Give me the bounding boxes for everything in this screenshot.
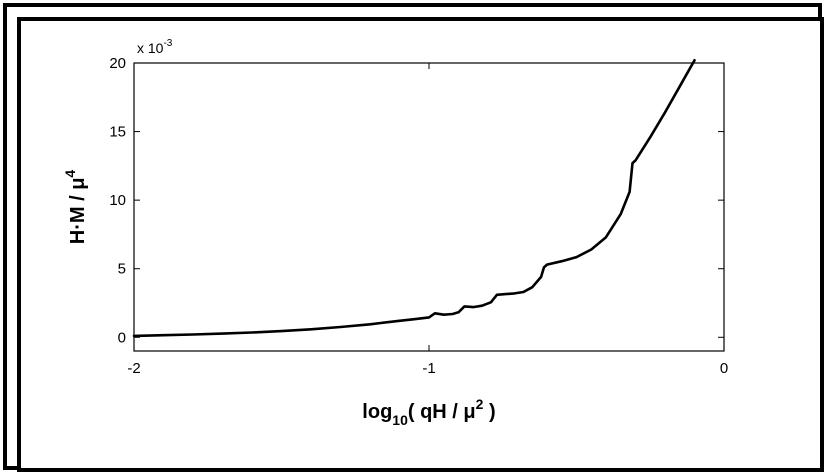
y-tick-label: 5 xyxy=(118,261,126,278)
y-exponent-label: x 10-3 xyxy=(137,38,173,56)
series-line xyxy=(132,59,696,338)
y-axis-title: H·M / μ4 xyxy=(62,170,89,245)
plot-area xyxy=(133,62,725,352)
y-tick-label: 20 xyxy=(109,55,126,72)
y-tick-label: 15 xyxy=(109,124,126,141)
x-tick-label: 0 xyxy=(720,360,728,377)
x-tick-label: -1 xyxy=(422,360,435,377)
x-axis-title: log10( qH / μ2 ) xyxy=(362,396,495,428)
y-ticks: 0 5 10 15 20 xyxy=(109,55,724,346)
y-tick-label: 0 xyxy=(118,329,126,346)
x-ticks: -2 -1 0 xyxy=(127,63,728,377)
series-layer xyxy=(132,59,696,338)
y-tick-label: 10 xyxy=(109,192,126,209)
x-tick-label: -2 xyxy=(127,360,140,377)
